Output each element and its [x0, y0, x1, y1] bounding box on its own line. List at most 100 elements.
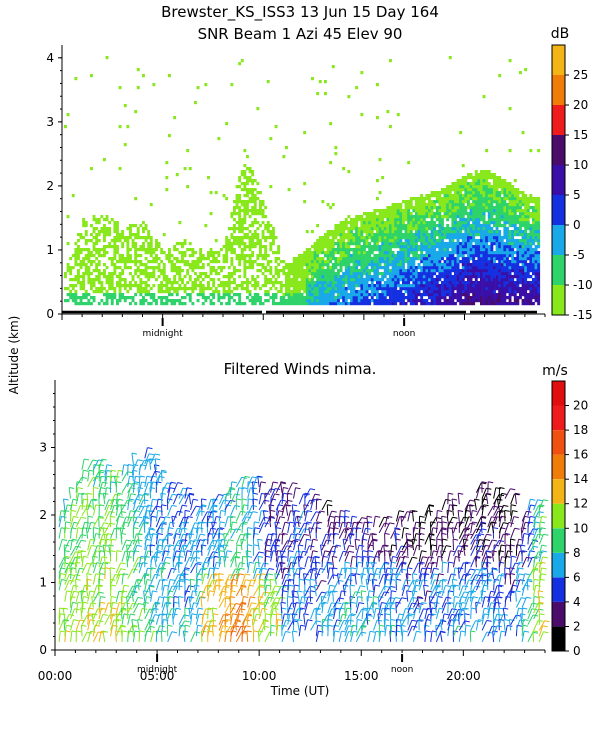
snr-cell	[438, 299, 442, 303]
snr-cell	[142, 236, 145, 240]
snr-cell	[308, 254, 312, 258]
snr-cell	[383, 212, 387, 216]
snr-cell	[321, 287, 325, 291]
snr-cell	[209, 272, 213, 276]
snr-cell	[454, 215, 457, 219]
snr-cell	[292, 296, 296, 300]
snr-cell	[243, 212, 247, 216]
snr-cell	[305, 302, 309, 306]
snr-cell	[311, 77, 314, 81]
snr-cell	[438, 290, 442, 294]
snr-cell	[222, 290, 226, 294]
snr-cell	[487, 197, 491, 201]
snr-cell	[404, 212, 408, 216]
snr-cell	[116, 248, 119, 252]
snr-cell	[134, 269, 138, 273]
snr-cell	[503, 227, 507, 231]
snr-cell	[246, 281, 249, 285]
snr-cell	[290, 290, 294, 294]
snr-cell	[428, 272, 431, 276]
snr-cell	[503, 290, 507, 294]
snr-cell	[71, 254, 75, 258]
snr-cell	[521, 131, 525, 135]
snr-cell	[430, 293, 434, 297]
snr-cell	[495, 227, 499, 231]
snr-cell	[142, 230, 145, 234]
snr-cell	[287, 290, 291, 294]
snr-cell	[409, 296, 413, 300]
snr-cell	[508, 296, 512, 300]
snr-cell	[178, 251, 182, 255]
snr-cell	[389, 125, 392, 129]
snr-cell	[482, 254, 486, 258]
snr-cell	[415, 281, 418, 285]
snr-cell	[321, 248, 325, 252]
snr-cell	[480, 272, 483, 276]
snr-cell	[350, 236, 353, 240]
snr-cell	[428, 236, 431, 240]
snr-cell	[303, 200, 307, 204]
snr-cell	[321, 257, 325, 261]
snr-cell	[485, 287, 489, 291]
snr-cell	[142, 272, 145, 276]
wind-barb-flag	[99, 504, 105, 507]
snr-cell	[303, 251, 307, 255]
wind-barb	[110, 499, 115, 511]
snr-cell	[446, 242, 450, 246]
snr-cell	[233, 242, 236, 246]
snr-cell	[524, 248, 528, 252]
snr-cell	[448, 194, 452, 198]
snr-cell	[438, 230, 442, 234]
snr-cell	[493, 281, 496, 285]
snr-cell	[513, 203, 517, 207]
snr-cell	[456, 263, 460, 267]
snr-cell	[69, 269, 73, 273]
snr-cell	[363, 257, 366, 261]
snr-cell	[360, 269, 364, 273]
snr-cell	[537, 272, 541, 276]
snr-cell	[396, 263, 400, 267]
snr-cell	[235, 227, 239, 231]
snr-cell	[454, 251, 457, 255]
snr-cell	[534, 245, 538, 249]
snr-cell	[461, 194, 465, 198]
snr-cell	[238, 242, 242, 246]
snr-cell	[84, 233, 88, 237]
snr-cell	[277, 248, 281, 252]
snr-cell	[474, 221, 478, 225]
snr-cell	[214, 287, 218, 291]
snr-cell	[134, 242, 138, 246]
snr-cell	[521, 251, 525, 255]
snr-cell	[188, 278, 192, 282]
snr-cell	[532, 281, 535, 285]
snr-cell	[477, 230, 481, 234]
snr-cell	[357, 260, 361, 264]
snr-cell	[243, 164, 247, 168]
snr-cell	[331, 203, 335, 207]
snr-cell	[222, 254, 226, 258]
snr-cell	[373, 293, 377, 297]
snr-cell	[277, 302, 281, 306]
snr-cell	[461, 284, 465, 288]
snr-cell	[355, 218, 359, 222]
snr-cell	[370, 245, 374, 249]
snr-cell	[409, 251, 413, 255]
snr-cell	[84, 302, 88, 306]
snr-cell	[511, 236, 515, 240]
wind-barb	[132, 533, 137, 545]
snr-cell	[516, 239, 520, 243]
snr-cell	[459, 284, 463, 288]
snr-cell	[537, 215, 541, 219]
snr-cell	[178, 260, 182, 264]
snr-cell	[409, 233, 413, 237]
wind-barb-flag	[81, 624, 87, 627]
snr-cell	[365, 284, 369, 288]
snr-cell	[485, 290, 489, 294]
snr-cell	[456, 245, 460, 249]
wind-barb	[115, 568, 122, 579]
snr-cell	[71, 296, 75, 300]
snr-cell	[448, 212, 452, 216]
snr-cell	[428, 302, 431, 306]
wind-barb	[102, 544, 106, 556]
snr-cell	[467, 173, 470, 177]
